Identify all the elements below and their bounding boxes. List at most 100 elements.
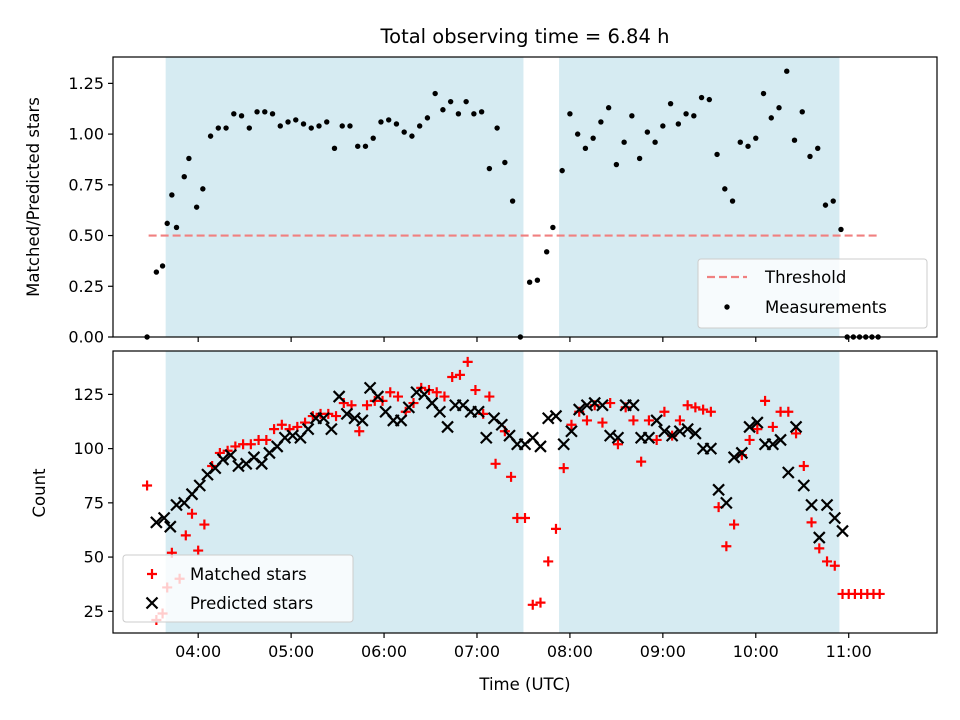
measurement-point <box>807 153 813 160</box>
measurement-point <box>745 143 751 149</box>
predicted-star-point <box>150 516 163 529</box>
predicted-star-point <box>170 498 183 512</box>
measurement-point <box>409 133 415 139</box>
bottom-chart-y-tick-label: 50 <box>84 548 104 567</box>
matched-star-point <box>636 456 647 467</box>
predicted-star-point <box>541 411 555 425</box>
matched-star-point <box>605 398 616 409</box>
top-chart-y-tick-label: 1.25 <box>68 74 104 93</box>
matched-star-point <box>506 471 517 482</box>
predicted-star-point <box>611 431 625 445</box>
predicted-star-point <box>720 496 733 510</box>
matched-star-point <box>431 387 442 398</box>
measurement-point <box>231 111 237 117</box>
bottom-chart-observing-band-2 <box>559 351 840 633</box>
matched-star-point <box>180 530 191 541</box>
predicted-star-point <box>820 498 834 512</box>
predicted-star-point <box>704 442 718 455</box>
top-chart-y-tick-label: 1.00 <box>68 125 104 144</box>
measurement-point <box>605 105 612 111</box>
predicted-star-point <box>433 405 447 419</box>
bottom-chart-x-tick-label: 06:00 <box>361 642 407 661</box>
measurement-point <box>401 129 407 135</box>
matched-star-point <box>454 369 465 380</box>
bottom-chart: 25 50 75 100 125 04:00 05:00 06:00 07:00 08:00 09:… <box>73 350 938 661</box>
legend-matched-label: Matched stars <box>190 565 307 584</box>
measurement-point <box>207 133 214 139</box>
measurement-point <box>432 90 438 97</box>
measurement-point <box>277 123 283 129</box>
predicted-star-point <box>727 451 741 464</box>
measurement-point <box>534 277 541 283</box>
matched-star-point <box>690 402 701 413</box>
top-chart-frame <box>112 56 938 338</box>
measurement-point <box>153 269 160 275</box>
measurement-point <box>440 107 446 113</box>
predicted-star-point <box>658 424 671 438</box>
matched-star-point <box>698 404 709 415</box>
measurement-point <box>331 145 338 152</box>
predicted-star-point <box>681 422 694 436</box>
measurement-point <box>502 159 508 166</box>
predicted-star-point <box>224 448 237 462</box>
top-chart-title: Total observing time = 6.84 h <box>380 25 670 48</box>
measurement-point <box>159 263 166 269</box>
matched-star-point <box>245 439 256 450</box>
measurement-point <box>667 100 674 107</box>
predicted-star-point <box>472 405 485 419</box>
measurement-point <box>262 109 268 115</box>
predicted-star-point <box>325 422 338 436</box>
matched-star-point <box>760 395 771 406</box>
matched-star-point <box>490 458 501 469</box>
measurement-point <box>269 111 276 117</box>
matched-star-point <box>362 400 373 411</box>
matched-star-point <box>581 415 592 426</box>
top-chart-y-tick-label: 0.00 <box>68 328 104 347</box>
predicted-star-point <box>348 411 361 425</box>
matched-star-point <box>643 415 654 426</box>
predicted-star-point <box>232 459 245 473</box>
matched-star-point <box>385 387 396 398</box>
matched-star-point <box>874 588 885 599</box>
matched-star-point <box>276 419 287 430</box>
measurement-point <box>471 111 477 117</box>
measurement-point <box>486 165 493 172</box>
predicted-star-point <box>743 420 756 434</box>
matched-star-point <box>729 519 740 530</box>
predicted-star-point <box>712 483 725 497</box>
matched-star-point <box>520 513 530 524</box>
matched-star-point <box>186 508 197 519</box>
predicted-star-point <box>332 390 346 403</box>
bottom-chart-y-axis-label: Count <box>30 468 49 518</box>
measurement-point <box>494 125 500 131</box>
matched-star-point <box>462 356 473 367</box>
predicted-star-point <box>495 418 509 432</box>
bottom-chart-y-tick-label: 25 <box>84 602 104 621</box>
matched-star-point <box>659 406 670 417</box>
matched-star-point <box>527 599 538 610</box>
measurement-point <box>543 249 550 255</box>
measurement-point <box>385 117 392 123</box>
top-chart-observing-band-1 <box>165 57 524 337</box>
measurement-point <box>324 119 330 125</box>
matched-star-point <box>744 434 755 445</box>
measurement-point <box>316 123 322 129</box>
measurement-point <box>691 113 697 119</box>
matched-star-point <box>705 406 716 417</box>
predicted-star-point <box>797 479 811 492</box>
measurement-point <box>193 204 200 210</box>
measurement-point <box>621 139 627 145</box>
matched-star-point <box>447 372 458 383</box>
predicted-star-point <box>193 479 207 492</box>
measurement-point <box>830 198 836 204</box>
predicted-star-point <box>255 457 268 471</box>
measurement-point <box>636 155 643 162</box>
measurement-point <box>285 119 291 125</box>
predicted-star-point <box>164 520 177 533</box>
legend-matched-swatch <box>147 569 157 579</box>
measurement-point <box>509 198 516 204</box>
measurement-point <box>652 139 658 145</box>
matched-star-point <box>806 517 817 528</box>
measurement-point <box>300 121 307 127</box>
